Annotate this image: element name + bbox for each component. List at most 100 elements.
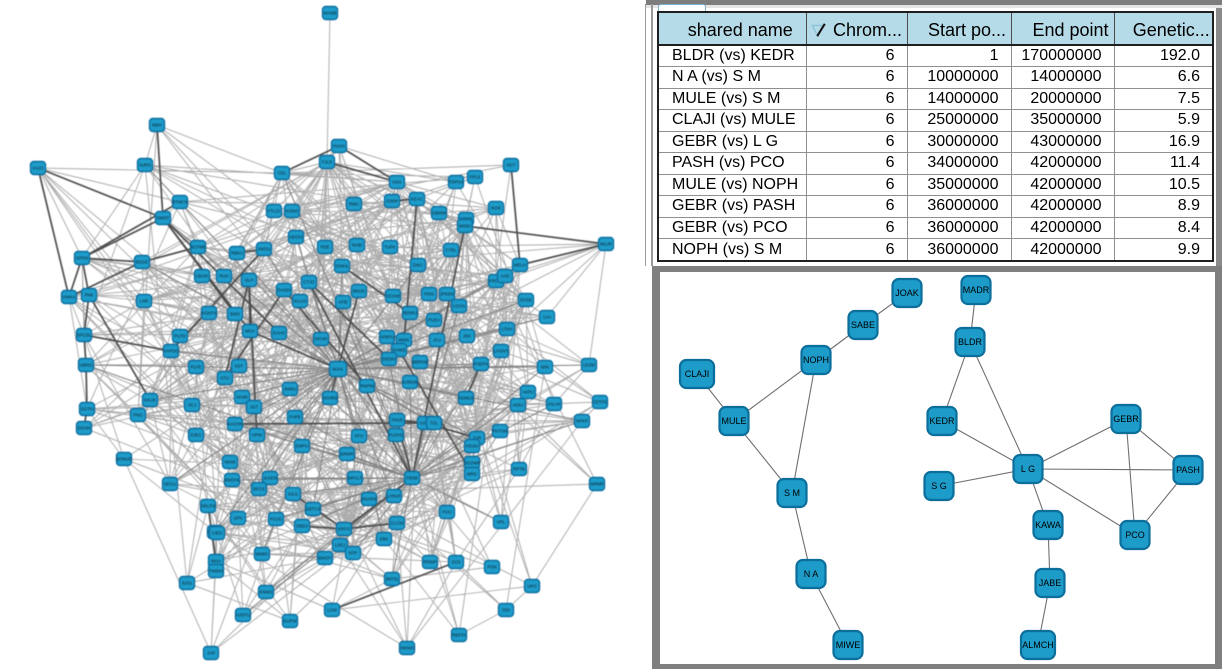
svg-text:RBSTA: RBSTA xyxy=(452,633,466,638)
svg-text:UKG: UKG xyxy=(527,584,537,589)
svg-text:CETPS: CETPS xyxy=(593,400,607,405)
svg-text:LESM: LESM xyxy=(583,363,595,368)
svg-text:PFO: PFO xyxy=(355,434,364,439)
svg-text:IULG: IULG xyxy=(288,492,299,497)
svg-text:PLFE: PLFE xyxy=(191,365,202,370)
svg-text:BWOT: BWOT xyxy=(319,556,332,561)
svg-text:CTBL: CTBL xyxy=(446,248,458,253)
svg-text:HUHA: HUHA xyxy=(333,144,345,149)
svg-text:RUH: RUH xyxy=(219,274,228,279)
svg-text:PDE: PDE xyxy=(321,245,330,250)
svg-text:BCFME: BCFME xyxy=(190,245,205,250)
svg-text:PNK: PNK xyxy=(85,293,94,298)
svg-text:SHWE: SHWE xyxy=(393,348,406,353)
svg-text:NOPH: NOPH xyxy=(803,355,829,365)
svg-text:MUU: MUU xyxy=(211,559,221,564)
svg-text:DRWR: DRWR xyxy=(340,452,353,457)
svg-text:IAUO: IAUO xyxy=(33,166,44,171)
svg-text:EBK: EBK xyxy=(380,537,389,542)
svg-text:LSEJ: LSEJ xyxy=(335,543,345,548)
svg-text:BONUD: BONUD xyxy=(116,457,132,462)
svg-text:GWW: GWW xyxy=(386,199,398,204)
svg-text:MWS: MWS xyxy=(399,338,410,343)
svg-text:MDH: MDH xyxy=(152,123,162,128)
svg-text:IUCN: IUCN xyxy=(420,421,431,426)
svg-text:HSJKI: HSJKI xyxy=(466,444,478,449)
svg-text:S G: S G xyxy=(931,481,947,491)
svg-text:MOA: MOA xyxy=(245,329,255,334)
svg-text:BFCS: BFCS xyxy=(253,487,265,492)
svg-text:DASDI: DASDI xyxy=(277,288,290,293)
svg-text:CIED: CIED xyxy=(212,531,222,536)
svg-text:NAIM: NAIM xyxy=(237,395,248,400)
svg-text:MELH: MELH xyxy=(514,263,526,268)
svg-text:AKRJ: AKRJ xyxy=(523,390,534,395)
svg-text:JMTSL: JMTSL xyxy=(385,577,399,582)
svg-text:LHGNT: LHGNT xyxy=(494,349,509,354)
svg-text:HAPDO: HAPDO xyxy=(163,349,179,354)
svg-text:KEDR: KEDR xyxy=(929,416,955,426)
svg-text:PNG: PNG xyxy=(133,413,143,418)
svg-text:KEAC: KEAC xyxy=(411,197,423,202)
svg-text:KTU: KTU xyxy=(221,376,230,381)
svg-text:PIJU: PIJU xyxy=(442,510,451,515)
svg-text:RWPM: RWPM xyxy=(360,384,374,389)
svg-text:WFALT: WFALT xyxy=(348,476,362,481)
svg-text:MIN: MIN xyxy=(541,365,549,370)
svg-text:TUPK: TUPK xyxy=(384,245,396,250)
svg-text:FHPE: FHPE xyxy=(289,415,301,420)
svg-text:NJRS: NJRS xyxy=(139,163,150,168)
svg-text:RBKA: RBKA xyxy=(231,251,243,256)
svg-text:HCT: HCT xyxy=(507,163,516,168)
svg-text:KGKFH: KGKFH xyxy=(202,311,217,316)
svg-text:ODI: ODI xyxy=(502,608,510,613)
svg-text:RFHR: RFHR xyxy=(315,337,327,342)
svg-text:TWDIH: TWDIH xyxy=(209,569,223,574)
svg-text:DBDJ: DBDJ xyxy=(296,524,307,529)
svg-text:NTP: NTP xyxy=(349,551,358,556)
svg-text:LBUIH: LBUIH xyxy=(196,274,209,279)
svg-text:UBNG: UBNG xyxy=(80,363,93,368)
svg-text:CLCW: CLCW xyxy=(391,521,405,526)
svg-text:EFEB: EFEB xyxy=(520,298,531,303)
svg-text:DEDKI: DEDKI xyxy=(382,357,395,362)
svg-text:JLKEN: JLKEN xyxy=(263,476,276,481)
svg-text:JABE: JABE xyxy=(1039,578,1062,588)
svg-text:AEBJ: AEBJ xyxy=(513,403,524,408)
svg-text:SEGU: SEGU xyxy=(164,482,176,487)
svg-text:EMPH: EMPH xyxy=(296,444,308,449)
svg-text:RMU: RMU xyxy=(349,202,359,207)
svg-text:MULE: MULE xyxy=(721,416,746,426)
svg-text:WRMP: WRMP xyxy=(590,482,604,487)
svg-text:DUPW: DUPW xyxy=(283,619,297,624)
svg-text:MBRHW: MBRHW xyxy=(412,360,430,365)
svg-text:GPKN: GPKN xyxy=(76,256,88,261)
svg-text:FROJT: FROJT xyxy=(489,279,503,284)
svg-text:JPEEN: JPEEN xyxy=(440,292,454,297)
svg-text:BMJG: BMJG xyxy=(353,289,366,294)
svg-text:PUEA: PUEA xyxy=(428,318,440,323)
svg-text:DJEC: DJEC xyxy=(190,433,201,438)
svg-text:LOCN: LOCN xyxy=(453,304,465,309)
svg-text:WHM: WHM xyxy=(225,460,236,465)
svg-text:EKHRD: EKHRD xyxy=(322,396,337,401)
svg-text:MJAL: MJAL xyxy=(333,367,345,372)
svg-text:BLDR: BLDR xyxy=(958,337,983,347)
svg-text:SABE: SABE xyxy=(851,320,875,330)
svg-text:LNR: LNR xyxy=(140,299,149,304)
svg-text:MAMB: MAMB xyxy=(324,11,337,16)
svg-text:FPLS: FPLS xyxy=(470,175,481,180)
svg-text:JOAK: JOAK xyxy=(895,288,919,298)
svg-text:TKKR: TKKR xyxy=(391,418,402,423)
svg-text:UJA: UJA xyxy=(543,315,551,320)
svg-text:JKK: JKK xyxy=(463,334,471,339)
svg-text:JCU: JCU xyxy=(433,338,441,343)
svg-text:SNARN: SNARN xyxy=(361,497,376,502)
svg-text:MUJP: MUJP xyxy=(600,242,612,247)
svg-text:JALAK: JALAK xyxy=(547,402,560,407)
svg-text:LTKH: LTKH xyxy=(502,327,513,332)
svg-text:NPKP: NPKP xyxy=(576,419,588,424)
svg-text:RERRJ: RERRJ xyxy=(403,311,417,316)
svg-text:CLAJI: CLAJI xyxy=(685,369,710,379)
svg-text:TGL: TGL xyxy=(430,421,439,426)
